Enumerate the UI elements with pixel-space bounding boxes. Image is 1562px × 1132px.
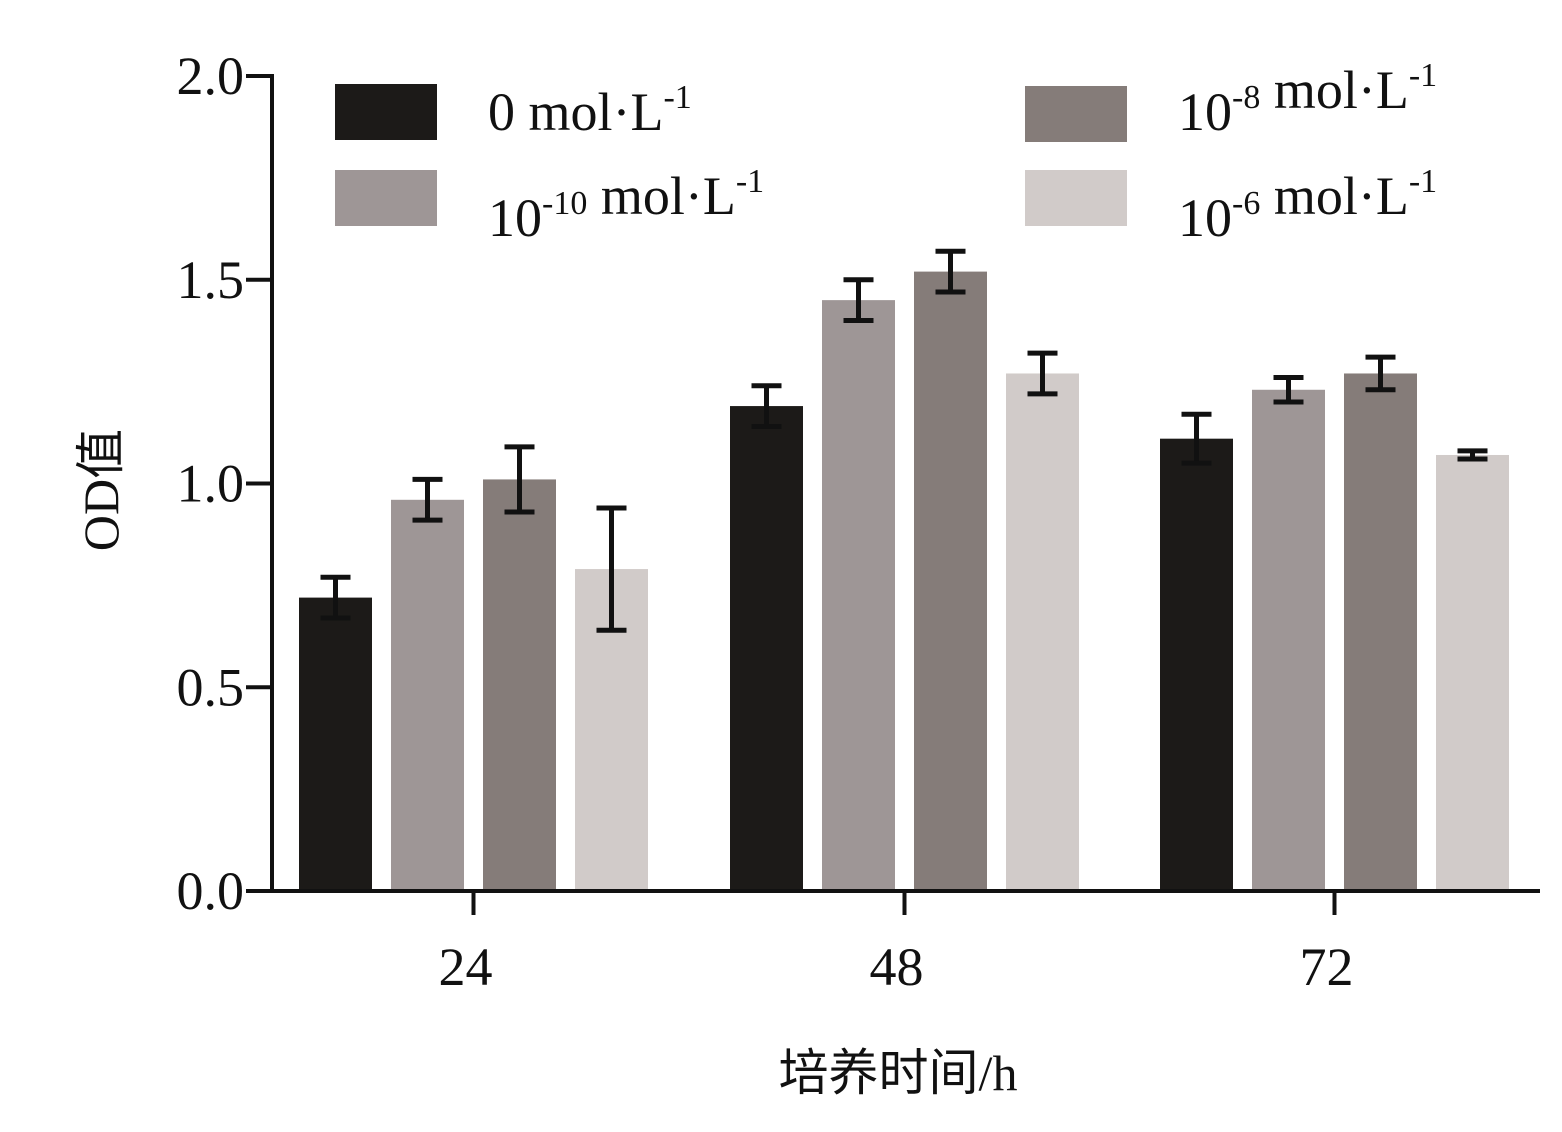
bar-72-series-2 [1344,373,1417,892]
bar-72-series-0 [1160,438,1233,891]
axes-layer: 0.0 0.5 1.0 1.5 2.0 24 48 72 [177,46,1540,997]
bar-24-series-2 [483,479,556,891]
legend-label-3: 10-6 mol·L-1 [1178,163,1437,248]
legend-unit: mol·L [1260,166,1408,226]
legend-label-0: 0 mol·L-1 [488,79,692,142]
legend-exp: -10 [542,185,587,222]
legend-swatch-1 [335,170,437,226]
legend-label-1: 10-10 mol·L-1 [488,163,764,248]
bar-48-series-0 [730,406,803,891]
bar-24-series-0 [299,597,372,891]
error-bars-layer [320,248,1488,633]
legend-unit-exp: -1 [1409,163,1437,200]
legend-unit: mol·L [587,166,735,226]
legend-exp: -6 [1232,185,1260,222]
legend-base: 10 [1178,82,1232,142]
x-tick-label-72: 72 [1300,937,1354,997]
bar-72-series-3 [1436,454,1509,891]
legend-label-2: 10-8 mol·L-1 [1178,57,1437,142]
legend-swatch-2 [1025,86,1127,142]
legend-base: 10 [488,188,542,248]
bar-72-series-1 [1252,389,1325,891]
legend-base: 0 [488,82,515,142]
bar-24-series-1 [391,499,464,891]
legend-base: 10 [1178,188,1232,248]
legend-exp: -8 [1232,79,1260,116]
y-tick-label-2: 1.0 [177,454,245,514]
legend-unit-exp: -1 [736,163,764,200]
bar-48-series-2 [914,271,987,892]
legend-unit-exp: -1 [1409,57,1437,94]
x-tick-label-48: 48 [870,937,924,997]
y-tick-label-4: 2.0 [177,46,245,106]
legend-unit-exp: -1 [663,79,691,116]
y-tick-label-3: 1.5 [177,250,245,310]
bar-48-series-3 [1006,373,1079,892]
legend-unit: mol·L [515,82,663,142]
legend-unit: mol·L [1260,60,1408,120]
legend-swatch-3 [1025,170,1127,226]
legend: 0 mol·L-110-10 mol·L-110-8 mol·L-110-6 m… [335,57,1437,248]
x-axis-label: 培养时间/h [779,1045,1018,1101]
legend-swatch-0 [335,84,437,140]
bar-48-series-1 [822,300,895,891]
y-axis-label: OD值 [73,429,129,551]
bars-layer [299,271,1509,892]
x-tick-label-24: 24 [439,937,493,997]
y-tick-label-0: 0.0 [177,861,245,921]
y-tick-label-1: 0.5 [177,657,245,717]
